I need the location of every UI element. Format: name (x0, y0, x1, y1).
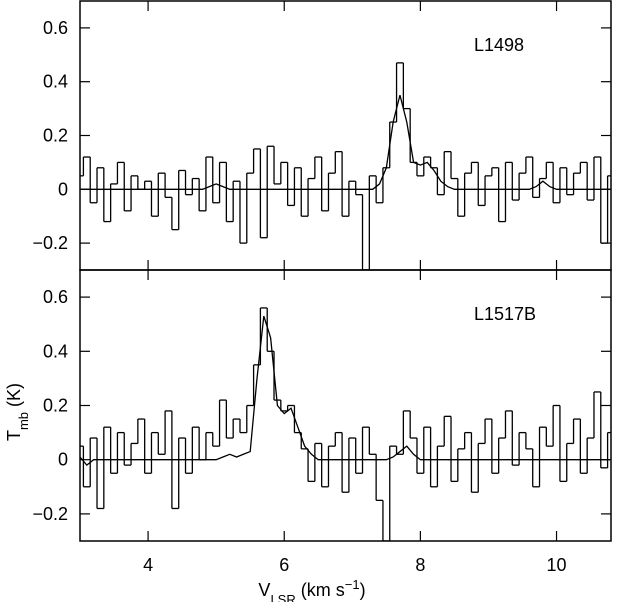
x-tick-label: 8 (415, 555, 425, 575)
y-tick-label: 0.2 (43, 126, 68, 146)
panel-label: L1498 (474, 35, 524, 55)
step-connectors (82, 62, 609, 270)
panel-frame (79, 269, 612, 542)
y-axis-label: Tmb (K) (4, 383, 31, 441)
y-tick-label: −0.2 (32, 233, 68, 253)
model-line (80, 94, 611, 190)
x-tick-label: 10 (547, 555, 567, 575)
panel-label: L1517B (474, 304, 536, 324)
plot-area (80, 62, 611, 270)
x-tick-label: 4 (143, 555, 153, 575)
y-tick-label: 0.4 (43, 72, 68, 92)
y-tick-label: 0 (58, 179, 68, 199)
y-tick-label: 0.2 (43, 396, 68, 416)
model-line (80, 315, 611, 467)
x-label-unit: (km s (296, 580, 345, 600)
y-tick-label: 0.4 (43, 341, 68, 361)
panel-frame (79, 0, 612, 271)
plot-area (80, 307, 611, 541)
x-label-main: V (258, 580, 270, 600)
x-tick-label: 6 (279, 555, 289, 575)
x-label-sup: −1 (345, 577, 360, 592)
step-connectors (82, 307, 609, 541)
y-tick-label: −0.2 (32, 504, 68, 524)
y-label-sub: mb (16, 412, 31, 430)
y-label-main: T (4, 430, 24, 441)
y-label-unit: (K) (4, 383, 24, 412)
y-tick-label: 0.6 (43, 18, 68, 38)
x-axis-label: VLSR (km s−1) (258, 577, 365, 602)
y-tick-label: 0 (58, 450, 68, 470)
x-label-end: ) (360, 580, 366, 600)
y-tick-label: 0.6 (43, 287, 68, 307)
x-label-sub: LSR (270, 592, 295, 602)
